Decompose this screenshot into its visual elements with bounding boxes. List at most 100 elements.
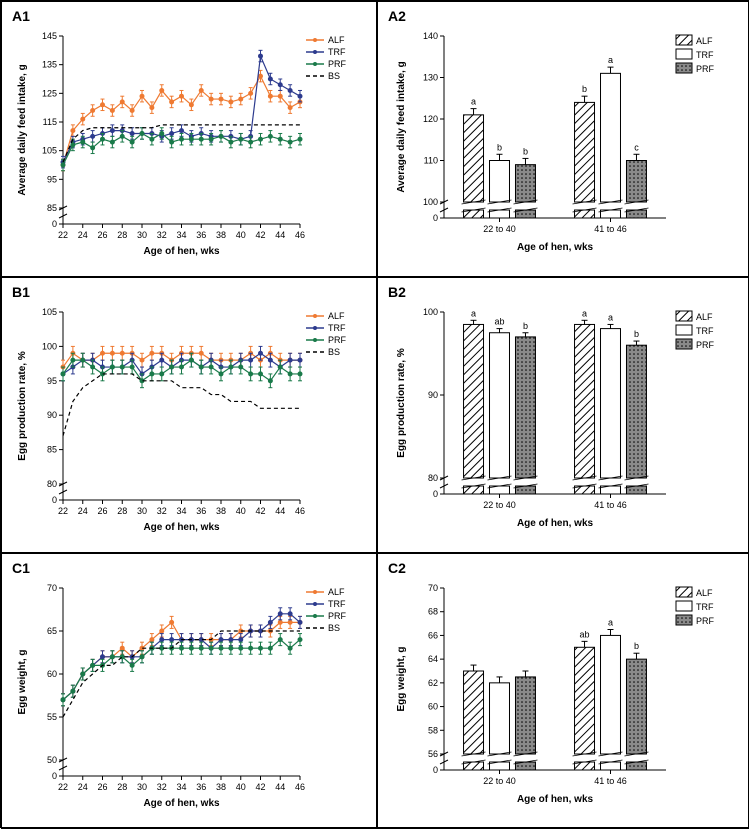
svg-text:PRF: PRF: [696, 340, 715, 350]
panel-A2: A2 010011012013014022 to 4041 to 46abbba…: [377, 1, 749, 277]
panel-label-C2: C2: [388, 560, 406, 576]
svg-text:24: 24: [78, 230, 88, 240]
svg-text:b: b: [634, 641, 639, 651]
svg-text:65: 65: [47, 626, 57, 636]
svg-text:56: 56: [428, 749, 438, 759]
svg-text:ALF: ALF: [696, 312, 713, 322]
svg-text:36: 36: [196, 782, 206, 792]
svg-text:30: 30: [137, 782, 147, 792]
svg-text:66: 66: [428, 630, 438, 640]
svg-text:55: 55: [47, 712, 57, 722]
panel-A1: A1 0859510511512513514522242628303234363…: [1, 1, 377, 277]
svg-text:26: 26: [97, 782, 107, 792]
svg-text:a: a: [471, 308, 476, 318]
svg-text:95: 95: [47, 174, 57, 184]
svg-text:TRF: TRF: [328, 599, 346, 609]
svg-text:44: 44: [275, 230, 285, 240]
svg-text:PRF: PRF: [696, 616, 715, 626]
svg-text:140: 140: [423, 31, 438, 41]
figure-grid: A1 0859510511512513514522242628303234363…: [0, 0, 749, 828]
svg-text:38: 38: [216, 782, 226, 792]
svg-text:Egg weight, g: Egg weight, g: [396, 647, 407, 712]
svg-text:42: 42: [255, 506, 265, 516]
svg-text:Egg production rate, %: Egg production rate, %: [17, 351, 28, 461]
svg-text:BS: BS: [328, 623, 340, 633]
svg-text:0: 0: [433, 489, 438, 499]
svg-text:0: 0: [433, 765, 438, 775]
svg-text:28: 28: [117, 230, 127, 240]
panel-label-B2: B2: [388, 284, 406, 300]
svg-text:44: 44: [275, 782, 285, 792]
svg-text:ALF: ALF: [696, 36, 713, 46]
svg-text:ab: ab: [580, 629, 590, 639]
svg-text:32: 32: [157, 782, 167, 792]
svg-text:34: 34: [176, 230, 186, 240]
svg-text:PRF: PRF: [328, 611, 347, 621]
svg-text:100: 100: [423, 307, 438, 317]
svg-text:80: 80: [47, 479, 57, 489]
svg-text:28: 28: [117, 782, 127, 792]
svg-text:ALF: ALF: [696, 588, 713, 598]
svg-text:120: 120: [423, 114, 438, 124]
svg-text:115: 115: [43, 117, 57, 127]
svg-text:80: 80: [428, 473, 438, 483]
svg-text:135: 135: [42, 60, 57, 70]
svg-text:95: 95: [47, 376, 57, 386]
svg-text:Age of hen, wks: Age of hen, wks: [517, 242, 594, 253]
svg-text:34: 34: [176, 782, 186, 792]
svg-text:ALF: ALF: [328, 35, 345, 45]
svg-text:42: 42: [255, 230, 265, 240]
svg-text:Egg production rate, %: Egg production rate, %: [396, 348, 407, 458]
svg-text:b: b: [582, 84, 587, 94]
panel-label-A2: A2: [388, 8, 406, 24]
svg-text:26: 26: [97, 506, 107, 516]
svg-text:100: 100: [42, 341, 57, 351]
panel-label-B1: B1: [12, 284, 30, 300]
svg-text:38: 38: [216, 506, 226, 516]
svg-text:a: a: [582, 308, 587, 318]
svg-text:ALF: ALF: [328, 311, 345, 321]
svg-text:a: a: [471, 97, 476, 107]
svg-text:46: 46: [295, 506, 305, 516]
svg-text:24: 24: [78, 782, 88, 792]
svg-text:PRF: PRF: [328, 59, 347, 69]
svg-text:32: 32: [157, 230, 167, 240]
svg-text:0: 0: [52, 771, 57, 781]
svg-text:22: 22: [58, 230, 68, 240]
panel-B1: B1 0808590951001052224262830323436384042…: [1, 277, 377, 553]
svg-text:0: 0: [52, 495, 57, 505]
svg-text:TRF: TRF: [696, 602, 714, 612]
svg-text:70: 70: [47, 583, 57, 593]
svg-text:b: b: [523, 321, 528, 331]
panel-C1: C1 0505560657022242628303234363840424446…: [1, 553, 377, 829]
svg-text:40: 40: [236, 782, 246, 792]
svg-text:22: 22: [58, 782, 68, 792]
svg-text:22 to 40: 22 to 40: [483, 776, 516, 786]
svg-text:0: 0: [433, 213, 438, 223]
svg-text:90: 90: [47, 410, 57, 420]
svg-text:30: 30: [137, 506, 147, 516]
svg-text:BS: BS: [328, 71, 340, 81]
svg-text:22 to 40: 22 to 40: [483, 224, 516, 234]
svg-text:24: 24: [78, 506, 88, 516]
svg-text:b: b: [497, 142, 502, 152]
svg-text:a: a: [608, 618, 613, 628]
svg-text:44: 44: [275, 506, 285, 516]
svg-text:Age of hen, wks: Age of hen, wks: [143, 246, 220, 257]
svg-text:Egg weight, g: Egg weight, g: [17, 650, 28, 715]
svg-text:46: 46: [295, 782, 305, 792]
svg-text:22 to 40: 22 to 40: [483, 500, 516, 510]
svg-text:40: 40: [236, 506, 246, 516]
svg-text:Age of hen, wks: Age of hen, wks: [517, 518, 594, 529]
svg-text:41 to 46: 41 to 46: [594, 224, 627, 234]
svg-text:0: 0: [52, 219, 57, 229]
svg-text:41 to 46: 41 to 46: [594, 776, 627, 786]
svg-text:Age of hen, wks: Age of hen, wks: [143, 798, 220, 809]
svg-text:46: 46: [295, 230, 305, 240]
svg-text:110: 110: [424, 156, 438, 166]
svg-text:a: a: [608, 312, 613, 322]
panel-B2: B2 0809010022 to 4041 to 46aabbaabAge of…: [377, 277, 749, 553]
svg-text:Age of hen, wks: Age of hen, wks: [517, 794, 594, 805]
svg-text:22: 22: [58, 506, 68, 516]
svg-text:TRF: TRF: [696, 326, 714, 336]
